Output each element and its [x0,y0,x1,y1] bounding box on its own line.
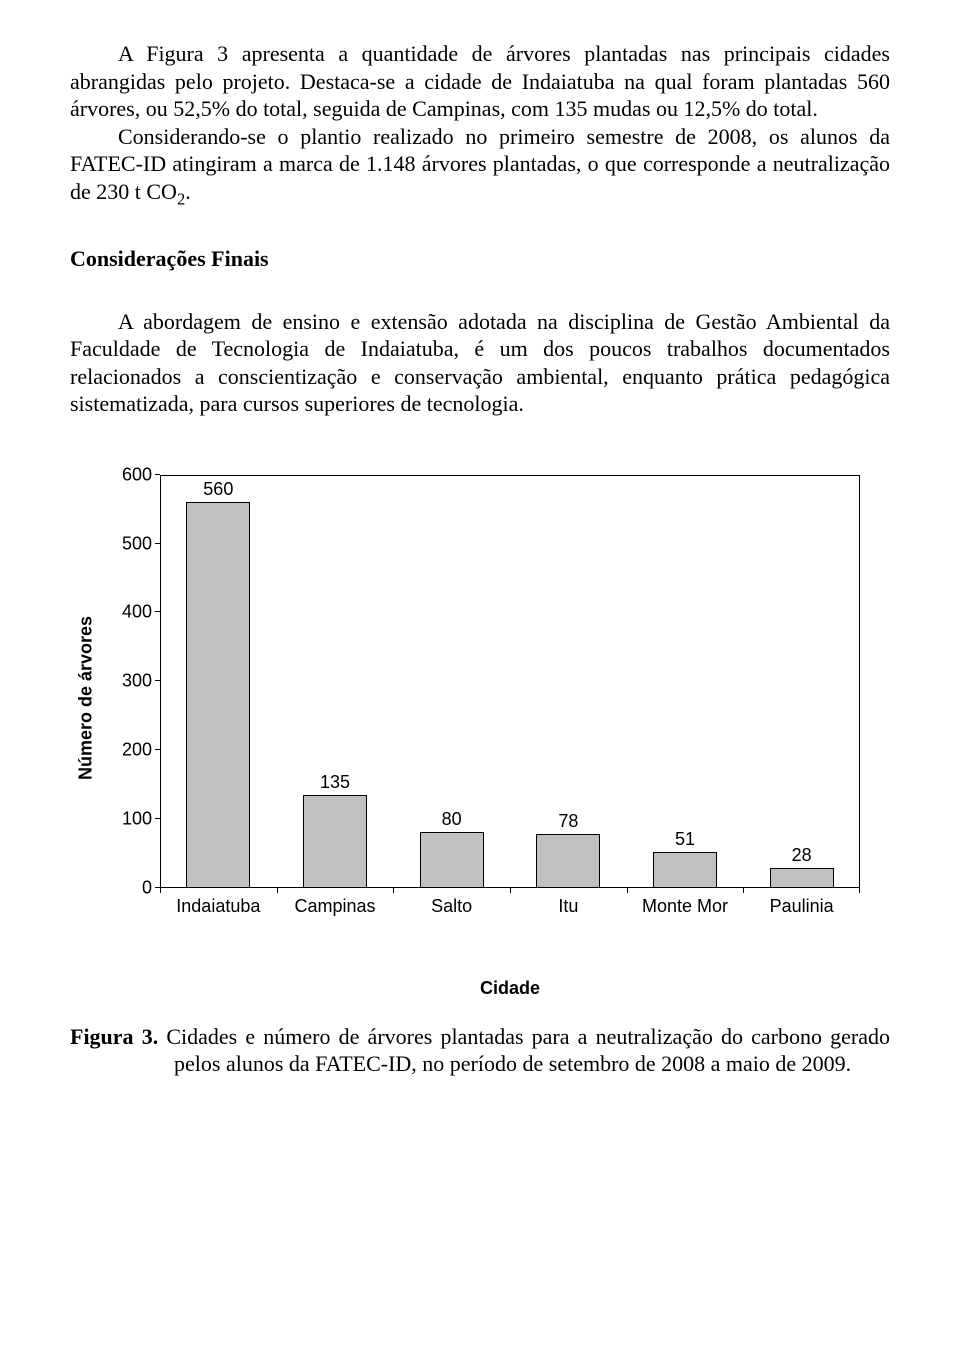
y-tick-label: 0 [142,877,152,898]
caption-text: Cidades e número de árvores plantadas pa… [158,1024,890,1077]
bar: 28 [770,868,834,887]
paragraph-1: A Figura 3 apresenta a quantidade de árv… [70,40,890,123]
bar-value-label: 560 [187,479,249,500]
bar-value-label: 78 [537,811,599,832]
caption-lead: Figura 3. [70,1024,158,1049]
y-tick-label: 600 [122,464,152,485]
bar: 80 [420,832,484,887]
bar: 51 [653,852,717,887]
x-tick-label: Salto [431,896,472,917]
bar: 135 [303,795,367,888]
plot-area: 0100200300400500600560Indaiatuba135Campi… [160,458,860,888]
heading-consideracoes: Considerações Finais [70,246,890,272]
bar-value-label: 28 [771,845,833,866]
bar-value-label: 80 [421,809,483,830]
y-axis-label: Número de árvores [76,615,97,779]
y-tick-mark [155,474,160,475]
page: A Figura 3 apresenta a quantidade de árv… [0,0,960,1118]
x-tick-label: Campinas [294,896,375,917]
paragraph-3: A abordagem de ensino e extensão adotada… [70,308,890,418]
paragraph-2-text-b: . [185,179,191,204]
x-tick-mark [160,888,161,893]
figure-3-caption: Figura 3. Cidades e número de árvores pl… [70,1023,890,1078]
x-tick-mark [859,888,860,893]
y-tick-label: 400 [122,602,152,623]
x-tick-mark [627,888,628,893]
x-tick-label: Itu [558,896,578,917]
plot-frame [160,475,860,888]
paragraph-2: Considerando-se o plantio realizado no p… [70,123,890,210]
y-tick-label: 300 [122,671,152,692]
y-tick-mark [155,749,160,750]
x-tick-mark [277,888,278,893]
x-tick-label: Monte Mor [642,896,728,917]
y-tick-mark [155,818,160,819]
x-axis-label: Cidade [160,978,860,999]
bar: 78 [536,834,600,888]
y-tick-label: 200 [122,739,152,760]
x-tick-mark [393,888,394,893]
figure-3: Número de árvores 0100200300400500600560… [100,458,860,999]
y-tick-mark [155,543,160,544]
bar-value-label: 135 [304,772,366,793]
x-tick-label: Indaiatuba [176,896,260,917]
x-tick-label: Paulinia [770,896,834,917]
x-tick-mark [743,888,744,893]
paragraph-2-subscript: 2 [177,189,185,208]
y-tick-label: 500 [122,533,152,554]
y-tick-mark [155,680,160,681]
paragraph-2-text-a: Considerando-se o plantio realizado no p… [70,124,890,204]
y-tick-label: 100 [122,808,152,829]
bar: 560 [186,502,250,887]
x-tick-mark [510,888,511,893]
y-tick-mark [155,611,160,612]
bar-chart: Número de árvores 0100200300400500600560… [100,458,880,938]
bar-value-label: 51 [654,829,716,850]
